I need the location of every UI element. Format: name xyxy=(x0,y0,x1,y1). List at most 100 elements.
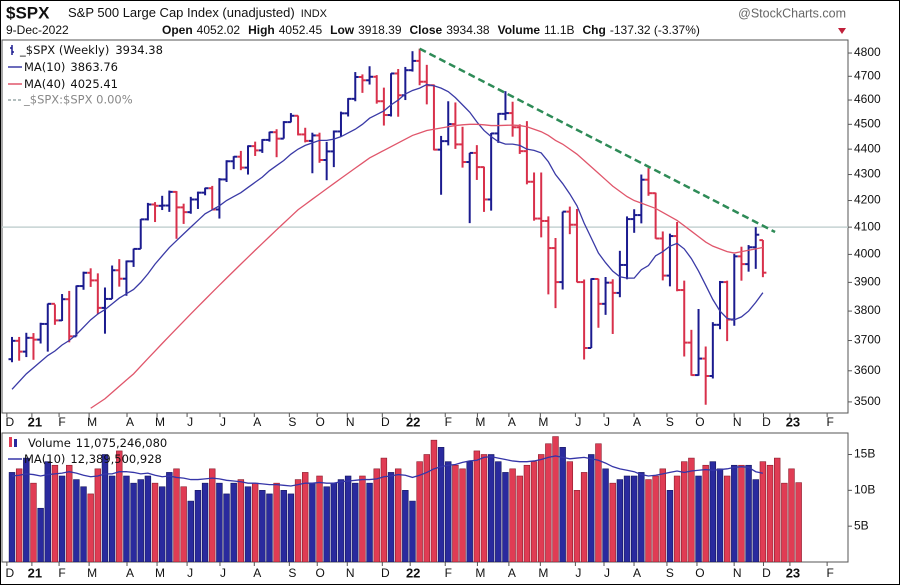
volume-bar xyxy=(630,475,638,562)
legend-entry: MA(10) 12,389,500,928 xyxy=(24,452,162,466)
volume-bar xyxy=(158,486,166,562)
volume-bar xyxy=(244,486,252,562)
x-tick-label: 23 xyxy=(786,565,800,580)
y-tick-label: 3600 xyxy=(854,363,881,377)
volume-bar xyxy=(516,475,523,562)
x-tick-label: M xyxy=(87,566,97,580)
volume-bar xyxy=(101,454,109,562)
volume-bar xyxy=(201,482,209,562)
x-tick-label: 21 xyxy=(28,565,42,580)
date: 9-Dec-2022 xyxy=(6,23,69,37)
down-arrow xyxy=(838,28,846,34)
volume-bar xyxy=(580,472,588,562)
volume-bar xyxy=(588,454,595,562)
x-tick-label: M xyxy=(155,415,165,429)
x-tick-label: J xyxy=(575,566,581,580)
y-tick-label: 4200 xyxy=(854,193,881,207)
volume-bar xyxy=(51,464,59,562)
volume-bar xyxy=(731,464,738,562)
volume-bar xyxy=(738,464,745,562)
volume-bar xyxy=(523,464,531,562)
volume-bar xyxy=(595,443,602,562)
x-tick-label: S xyxy=(666,415,674,429)
volume-bar xyxy=(752,479,759,562)
volume-bar xyxy=(759,461,767,562)
volume-bar xyxy=(323,486,330,562)
x-tick-label: S xyxy=(288,415,296,429)
legend-icon xyxy=(14,439,17,447)
x-tick-label: A xyxy=(508,566,516,580)
legend-value: 12,389,500,928 xyxy=(70,452,161,466)
x-tick-label: A xyxy=(633,566,641,580)
y-tick-label: 10B xyxy=(854,483,875,497)
volume-bar xyxy=(173,468,180,562)
volume-bar xyxy=(237,479,245,562)
volume-bar xyxy=(266,493,273,562)
y-tick-label: 3900 xyxy=(854,275,881,289)
volume-bar xyxy=(359,475,366,562)
volume-bar xyxy=(380,457,388,562)
volume-bar xyxy=(723,475,731,562)
volume-bar xyxy=(366,482,373,562)
volume-bar xyxy=(280,490,287,562)
volume-bar xyxy=(716,468,724,562)
volume-bar xyxy=(87,493,94,562)
quote-value: 4052.45 xyxy=(279,23,323,37)
y-tick-label: 3700 xyxy=(854,333,881,347)
y-tick-label: 3500 xyxy=(854,394,881,408)
volume-bar xyxy=(294,479,302,562)
volume-bar xyxy=(666,490,674,562)
legend-text: Volume xyxy=(28,436,71,450)
x-tick-label: M xyxy=(538,415,548,429)
volume-bar xyxy=(573,490,581,562)
quote-value: 4052.02 xyxy=(197,23,241,37)
x-tick-label: N xyxy=(346,566,355,580)
volume-bar xyxy=(144,475,152,562)
legend-icon xyxy=(10,45,14,55)
volume-bar xyxy=(602,468,609,562)
volume-bar xyxy=(452,464,459,562)
volume-bar xyxy=(559,447,566,562)
x-tick-label: J xyxy=(604,566,610,580)
x-tick-label: 23 xyxy=(786,414,800,429)
x-tick-label: J xyxy=(187,566,193,580)
volume-bar xyxy=(302,472,309,562)
price-plot xyxy=(2,47,848,409)
y-tick-label: 4000 xyxy=(854,247,881,261)
volume-bar xyxy=(80,486,87,562)
ma-line xyxy=(11,83,764,390)
x-tick-label: N xyxy=(346,415,355,429)
legend-text: MA(10) xyxy=(24,60,65,74)
volume-bar xyxy=(609,482,616,562)
legend-value: 3863.76 xyxy=(70,60,118,74)
volume-bar xyxy=(15,468,23,562)
quote-label: Close xyxy=(410,23,443,37)
x-tick-label: F xyxy=(826,566,833,580)
legend-entry: Volume 11,075,246,080 xyxy=(28,436,167,450)
x-tick-label: F xyxy=(445,415,452,429)
volume-bar xyxy=(530,461,538,562)
volume-bar xyxy=(209,468,216,562)
volume-bar xyxy=(502,472,509,562)
x-tick-label: A xyxy=(253,415,261,429)
volume-bar xyxy=(702,464,709,562)
legend-text: _$SPX (Weekly) xyxy=(19,43,109,57)
volume-bar xyxy=(638,472,645,562)
x-tick-label: M xyxy=(87,415,97,429)
symbol: $SPX xyxy=(6,3,50,22)
legend-bg xyxy=(6,44,236,106)
x-tick-label: 22 xyxy=(406,565,420,580)
quote-label: Low xyxy=(330,23,355,37)
volume-bar xyxy=(130,482,137,562)
volume-bar xyxy=(709,461,717,562)
legend-entry: MA(10) 3863.76 xyxy=(24,60,118,74)
x-tick-label: 22 xyxy=(406,414,420,429)
volume-bar xyxy=(230,482,237,562)
volume-bar xyxy=(473,450,481,562)
volume-bar xyxy=(251,482,259,562)
y-tick-label: 15B xyxy=(854,447,875,461)
legend-entry: _$SPX:$SPX 0.00% xyxy=(23,93,133,107)
volume-plot xyxy=(8,436,802,562)
x-tick-label: D xyxy=(6,415,15,429)
legend-entry: MA(40) 4025.41 xyxy=(24,77,118,91)
